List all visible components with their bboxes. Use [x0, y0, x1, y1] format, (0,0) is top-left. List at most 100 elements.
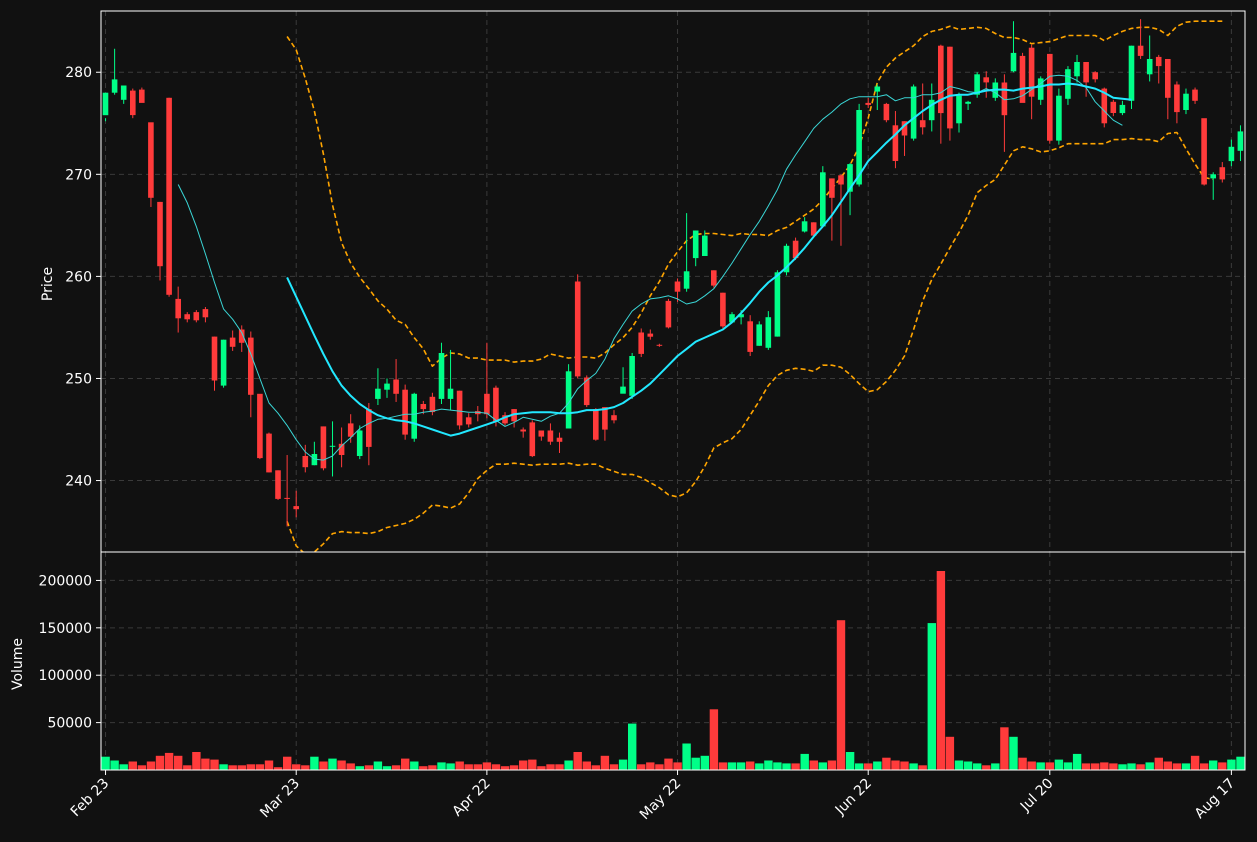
candle-body: [765, 317, 772, 348]
candle-body: [856, 110, 862, 185]
candle-body: [583, 377, 590, 406]
volume-bar: [373, 761, 383, 770]
volume-bar: [528, 759, 537, 770]
volume-bar: [1163, 761, 1172, 770]
volume-bar: [382, 766, 392, 770]
candle-body: [1228, 146, 1235, 162]
candle-body: [238, 329, 245, 343]
candle-body: [1001, 82, 1008, 116]
candle-body: [356, 430, 363, 456]
candle-body: [983, 77, 989, 83]
candle-body: [738, 314, 744, 318]
candle-body: [102, 92, 109, 116]
candle-body: [1201, 118, 1207, 185]
volume-bar: [128, 761, 137, 770]
volume-bar: [1145, 762, 1154, 770]
price-tick-label: 260: [65, 269, 92, 285]
candle-body: [1146, 59, 1153, 75]
fast-moving-average-line: [177, 74, 1123, 461]
volume-bar: [1127, 763, 1136, 770]
volume-bar: [1018, 757, 1027, 770]
volume-bar: [673, 762, 682, 770]
volume-bar: [746, 761, 755, 770]
price-panel-grid: [101, 11, 1245, 552]
volume-bar: [691, 757, 700, 770]
volume-bar: [1045, 762, 1054, 770]
volume-bar: [936, 571, 946, 770]
volume-bar: [637, 764, 646, 770]
volume-bar: [755, 763, 764, 770]
candle-body: [484, 393, 490, 415]
candle-body: [447, 388, 454, 399]
candle-body: [647, 333, 654, 337]
volume-bars: [101, 571, 1245, 770]
candle-body: [175, 298, 181, 319]
candle-body: [874, 86, 881, 92]
candle-body: [520, 429, 526, 432]
volume-bar: [255, 764, 265, 770]
volume-bar: [246, 764, 255, 770]
candle-body: [120, 85, 127, 100]
volume-bar: [1236, 756, 1245, 770]
volume-bar: [664, 758, 673, 770]
volume-bar: [210, 759, 219, 770]
candle-body: [801, 221, 808, 232]
price-tick-label: 250: [65, 371, 92, 387]
volume-bar: [682, 743, 691, 770]
volume-bar: [1227, 759, 1236, 770]
volume-bar: [655, 764, 664, 770]
candle-body: [1074, 62, 1080, 77]
candle-body: [683, 271, 690, 289]
candle-body: [1128, 45, 1135, 101]
volume-bar: [419, 766, 428, 770]
volume-bar: [1000, 727, 1009, 770]
candle-body: [1192, 89, 1198, 101]
volume-bar: [628, 723, 637, 770]
candle-body: [1237, 131, 1244, 151]
volume-bar: [1136, 764, 1145, 770]
volume-bar: [827, 760, 837, 770]
candle-body: [711, 270, 717, 286]
volume-bar: [537, 766, 546, 770]
volume-bar: [410, 761, 419, 770]
volume-bar: [509, 765, 519, 770]
candle-body: [420, 404, 427, 410]
candle-body: [774, 272, 781, 337]
candle-body: [130, 90, 136, 116]
candle-body: [229, 337, 236, 347]
volume-bar: [764, 760, 773, 770]
candle-body: [1101, 88, 1108, 124]
volume-bar: [836, 620, 846, 770]
candle-body: [692, 230, 699, 259]
candle-body: [810, 222, 817, 236]
candle-body: [547, 430, 554, 442]
volume-bar: [364, 765, 374, 770]
volume-bar: [700, 755, 709, 770]
volume-bar: [555, 764, 564, 770]
candle-body: [665, 300, 672, 328]
volume-bar: [891, 760, 900, 770]
volume-bar: [991, 763, 1000, 770]
volume-bar: [174, 755, 183, 770]
volume-bar: [346, 763, 355, 770]
volume-axis-label: Volume: [10, 638, 26, 690]
candle-body: [620, 386, 626, 394]
volume-bar: [1209, 760, 1218, 770]
candle-body: [947, 46, 953, 129]
volume-bar: [1109, 763, 1118, 770]
volume-bar: [909, 763, 918, 770]
volume-bar: [110, 760, 119, 770]
candle-body: [611, 415, 617, 421]
volume-bar: [1072, 753, 1082, 770]
candle-body: [402, 389, 408, 435]
candle-body: [1219, 167, 1226, 180]
candle-body: [329, 445, 336, 447]
candle-body: [338, 443, 345, 455]
volume-bar: [183, 765, 192, 770]
candle-body: [629, 356, 635, 396]
volume-bar: [101, 756, 110, 770]
candle-body: [139, 89, 145, 103]
candle-body: [384, 383, 390, 390]
volume-bar: [1027, 761, 1036, 770]
candle-body: [820, 172, 826, 227]
